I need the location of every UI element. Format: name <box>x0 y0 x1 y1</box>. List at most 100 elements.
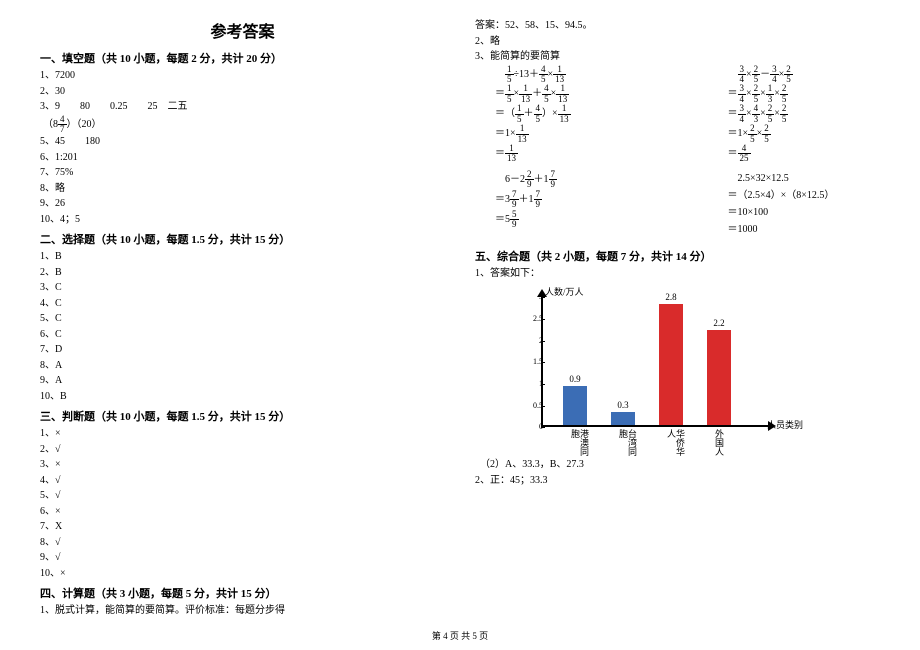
fraction: 34 <box>738 65 747 85</box>
equation-line: ＝（2.5×4）×（8×12.5） <box>728 187 881 204</box>
fraction: 45 <box>534 104 543 124</box>
answer-line: 2、B <box>40 265 445 281</box>
answer-line: 4、C <box>40 296 445 312</box>
section-5-sub: 1、答案如下： <box>475 266 880 282</box>
section-1-header: 一、填空题（共 10 小题，每题 2 分，共计 20 分） <box>40 50 445 66</box>
answer-line: 1、脱式计算，能简算的要简算。评价标准：每题分步得 <box>40 603 445 619</box>
answer-line: 5、45 180 <box>40 134 445 150</box>
fraction: 79 <box>534 190 543 210</box>
answer-line: 2、正：45；33.3 <box>475 473 880 489</box>
equation-line: ＝1×113 <box>495 124 648 144</box>
fraction: 34 <box>738 84 747 104</box>
fraction: 34 <box>738 104 747 124</box>
answer-line: 8、√ <box>40 535 445 551</box>
frac-line: （847）（20） <box>40 115 445 135</box>
answer-line: 3、9 80 0.25 25 二五 <box>40 99 445 115</box>
equation-line: ＝10×100 <box>728 204 881 221</box>
bar-chart: 人数/万人 人员类别 00.511.522.53 0.9港澳同胞0.3台湾同胞2… <box>515 287 775 457</box>
fraction: 59 <box>510 210 519 230</box>
answer-line: 2、30 <box>40 84 445 100</box>
fraction: 45 <box>539 65 548 85</box>
fraction: 113 <box>558 104 571 124</box>
answer-line: 2、√ <box>40 442 445 458</box>
fraction: 15 <box>505 84 514 104</box>
y-tick-mark <box>541 341 545 342</box>
section-2-header: 二、选择题（共 10 小题，每题 1.5 分，共计 15 分） <box>40 231 445 247</box>
section-4-header: 四、计算题（共 3 小题，每题 5 分，共计 15 分） <box>40 585 445 601</box>
y-tick-mark <box>541 297 545 298</box>
equation-line: ＝34×25×13×25 <box>728 84 881 104</box>
fraction: 25 <box>752 65 761 85</box>
fraction: 79 <box>510 190 519 210</box>
bar-value: 2.2 <box>707 318 731 328</box>
answer-line: 7、D <box>40 342 445 358</box>
fraction: 25 <box>766 104 775 124</box>
bar-category: 台湾同胞 <box>618 429 636 457</box>
answer-line: 10、4；5 <box>40 212 445 228</box>
answer-line: 6、× <box>40 504 445 520</box>
fraction: 34 <box>770 65 779 85</box>
bar <box>659 304 683 425</box>
bar <box>611 412 635 425</box>
answer-line: 9、26 <box>40 196 445 212</box>
bar <box>707 330 731 425</box>
fraction: 113 <box>516 124 529 144</box>
answer-line: 5、C <box>40 311 445 327</box>
equation-block-2: 6－229＋179＝379＋179＝559 2.5×32×12.5＝（2.5×4… <box>475 170 880 238</box>
equation-block-1: 15÷13＋45×113＝15×113＋45×113＝（15＋45）×113＝1… <box>475 65 880 164</box>
fraction: 15 <box>505 65 514 85</box>
answer-line: 6、C <box>40 327 445 343</box>
fraction: 29 <box>525 170 534 190</box>
equation-line: ＝113 <box>495 144 648 164</box>
answer-line: 5、√ <box>40 488 445 504</box>
fraction: 47 <box>58 115 67 135</box>
y-tick-mark <box>541 319 545 320</box>
section-5-header: 五、综合题（共 2 小题，每题 7 分，共计 14 分） <box>475 248 880 264</box>
equation-line: ＝425 <box>728 144 881 164</box>
answer-line: 1、7200 <box>40 68 445 84</box>
fraction: 113 <box>553 65 566 85</box>
frac-suffix: ）（20） <box>67 119 102 130</box>
equation-line: 2.5×32×12.5 <box>728 170 881 187</box>
answer-line: 8、A <box>40 358 445 374</box>
fraction: 43 <box>752 104 761 124</box>
bar-value: 2.8 <box>659 292 683 302</box>
answer-line: 2、略 <box>475 34 880 50</box>
left-column: 参考答案 一、填空题（共 10 小题，每题 2 分，共计 20 分） 1、720… <box>40 18 445 619</box>
answer-line: 6、1:201 <box>40 150 445 166</box>
equation-line: ＝34×43×25×25 <box>728 104 881 124</box>
answer-line: 7、X <box>40 519 445 535</box>
answer-line: （2）A、33.3，B、27.3 <box>475 457 880 473</box>
fraction: 25 <box>784 65 793 85</box>
equation-line: 34×25－34×25 <box>728 65 881 85</box>
answer-line: 3、× <box>40 457 445 473</box>
answer-line: 1、× <box>40 426 445 442</box>
x-axis <box>541 425 770 427</box>
bar-value: 0.3 <box>611 400 635 410</box>
answer-line: 9、√ <box>40 550 445 566</box>
y-axis-label: 人数/万人 <box>545 285 584 298</box>
fraction: 25 <box>780 84 789 104</box>
answer-line: 答案：52、58、15、94.5。 <box>475 18 880 34</box>
answer-line: 10、B <box>40 389 445 405</box>
equation-line: ＝1000 <box>728 221 881 238</box>
bar-category: 华侨华人 <box>666 429 684 457</box>
answer-line: 8、略 <box>40 181 445 197</box>
equation-line: ＝559 <box>495 210 648 230</box>
section-3-header: 三、判断题（共 10 小题，每题 1.5 分，共计 15 分） <box>40 408 445 424</box>
equation-line: ＝1×25×25 <box>728 124 881 144</box>
fraction: 113 <box>519 84 532 104</box>
bar <box>563 386 587 425</box>
right-column: 答案：52、58、15、94.5。2、略3、能简算的要简算 15÷13＋45×1… <box>475 18 880 619</box>
answer-line: 4、√ <box>40 473 445 489</box>
answer-line: 3、C <box>40 280 445 296</box>
equation-line: ＝15×113＋45×113 <box>495 84 648 104</box>
y-tick-mark <box>541 427 545 428</box>
fraction: 13 <box>766 84 775 104</box>
fraction: 15 <box>515 104 524 124</box>
fraction: 25 <box>762 124 771 144</box>
x-axis-label: 人员类别 <box>767 418 803 431</box>
main-title: 参考答案 <box>40 18 445 42</box>
fraction: 25 <box>748 124 757 144</box>
fraction: 45 <box>542 84 551 104</box>
